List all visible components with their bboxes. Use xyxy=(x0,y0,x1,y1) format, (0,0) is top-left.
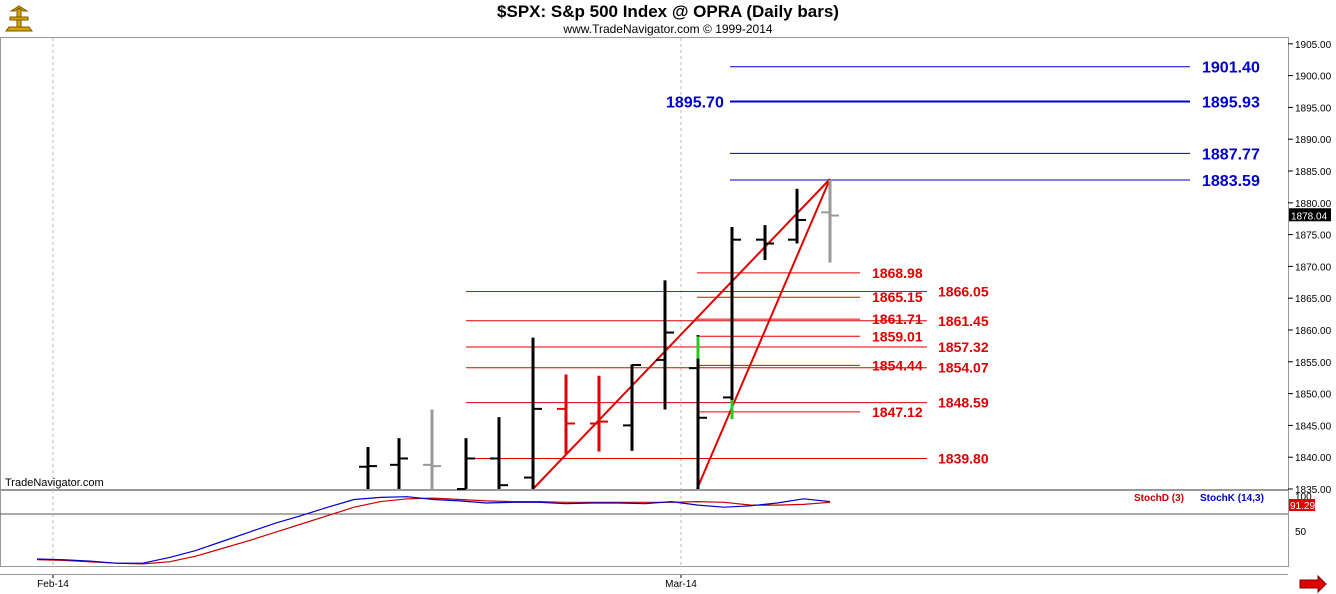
price-axis-label: 1890.00 xyxy=(1295,135,1332,146)
trendline xyxy=(696,178,831,490)
price-axis-label: 1865.00 xyxy=(1295,294,1332,305)
blue-level-label: 1901.40 xyxy=(1202,60,1260,77)
stoch-axis-label: 100 xyxy=(1295,492,1312,503)
price-axis-label: 1855.00 xyxy=(1295,358,1332,369)
blue-level-label: 1883.59 xyxy=(1202,173,1260,190)
price-axis-label: 1860.00 xyxy=(1295,326,1332,337)
red-mid-level-label: 1854.44 xyxy=(872,357,923,373)
price-axis-label: 1895.00 xyxy=(1295,103,1332,114)
red-level-label: 1854.07 xyxy=(938,360,989,376)
blue-level-label: 1895.93 xyxy=(1202,94,1260,111)
stoch-last-label: 91.29 xyxy=(1290,501,1315,512)
price-axis-label: 1885.00 xyxy=(1295,167,1332,178)
stoch-line-d xyxy=(36,497,831,565)
red-mid-level-label: 1847.12 xyxy=(872,404,923,420)
trade-navigator-logo-icon xyxy=(2,3,36,33)
red-level-label: 1857.32 xyxy=(938,339,989,355)
price-axis-label: 1905.00 xyxy=(1295,40,1332,51)
price-axis-label: 1900.00 xyxy=(1295,72,1332,83)
price-axis-label: 1870.00 xyxy=(1295,262,1332,273)
red-mid-level-label: 1868.98 xyxy=(872,265,923,281)
price-axis-label: 1845.00 xyxy=(1295,421,1332,432)
red-mid-level-label: 1861.71 xyxy=(872,311,923,327)
price-axis-label: 1875.00 xyxy=(1295,231,1332,242)
red-level-label: 1861.45 xyxy=(938,313,989,329)
chart-title: $SPX: S&p 500 Index @ OPRA (Daily bars) xyxy=(497,2,839,21)
red-level-label: 1848.59 xyxy=(938,395,989,411)
red-mid-level-label: 1859.01 xyxy=(872,328,923,344)
x-axis-label: Feb-14 xyxy=(37,579,69,590)
blue-level-label: 1887.77 xyxy=(1202,146,1260,163)
x-axis-label: Mar-14 xyxy=(665,579,697,590)
trendline xyxy=(532,178,831,490)
last-price-label: 1878.04 xyxy=(1291,211,1328,222)
red-level-label: 1839.80 xyxy=(938,450,989,466)
legend-stochd: StochD (3) xyxy=(1134,493,1184,504)
chart-subtitle: www.TradeNavigator.com © 1999-2014 xyxy=(563,22,773,36)
scroll-right-arrow-icon[interactable] xyxy=(1299,574,1327,594)
price-axis-label: 1835.00 xyxy=(1295,485,1332,496)
watermark-text: TradeNavigator.com xyxy=(5,477,104,489)
legend-stochk: StochK (14,3) xyxy=(1200,493,1264,504)
stoch-last-box xyxy=(1289,499,1315,511)
stoch-axis-label: 50 xyxy=(1295,527,1307,538)
price-axis-label: 1840.00 xyxy=(1295,453,1332,464)
price-axis-label: 1850.00 xyxy=(1295,390,1332,401)
price-panel-frame xyxy=(0,37,1289,490)
last-price-box xyxy=(1289,208,1331,222)
stoch-panel-frame xyxy=(0,490,1289,567)
stoch-line-k xyxy=(36,496,831,564)
red-mid-level-label: 1865.15 xyxy=(872,289,923,305)
blue-left-label: 1895.70 xyxy=(666,94,724,111)
red-level-label: 1866.05 xyxy=(938,284,989,300)
price-axis-label: 1880.00 xyxy=(1295,199,1332,210)
